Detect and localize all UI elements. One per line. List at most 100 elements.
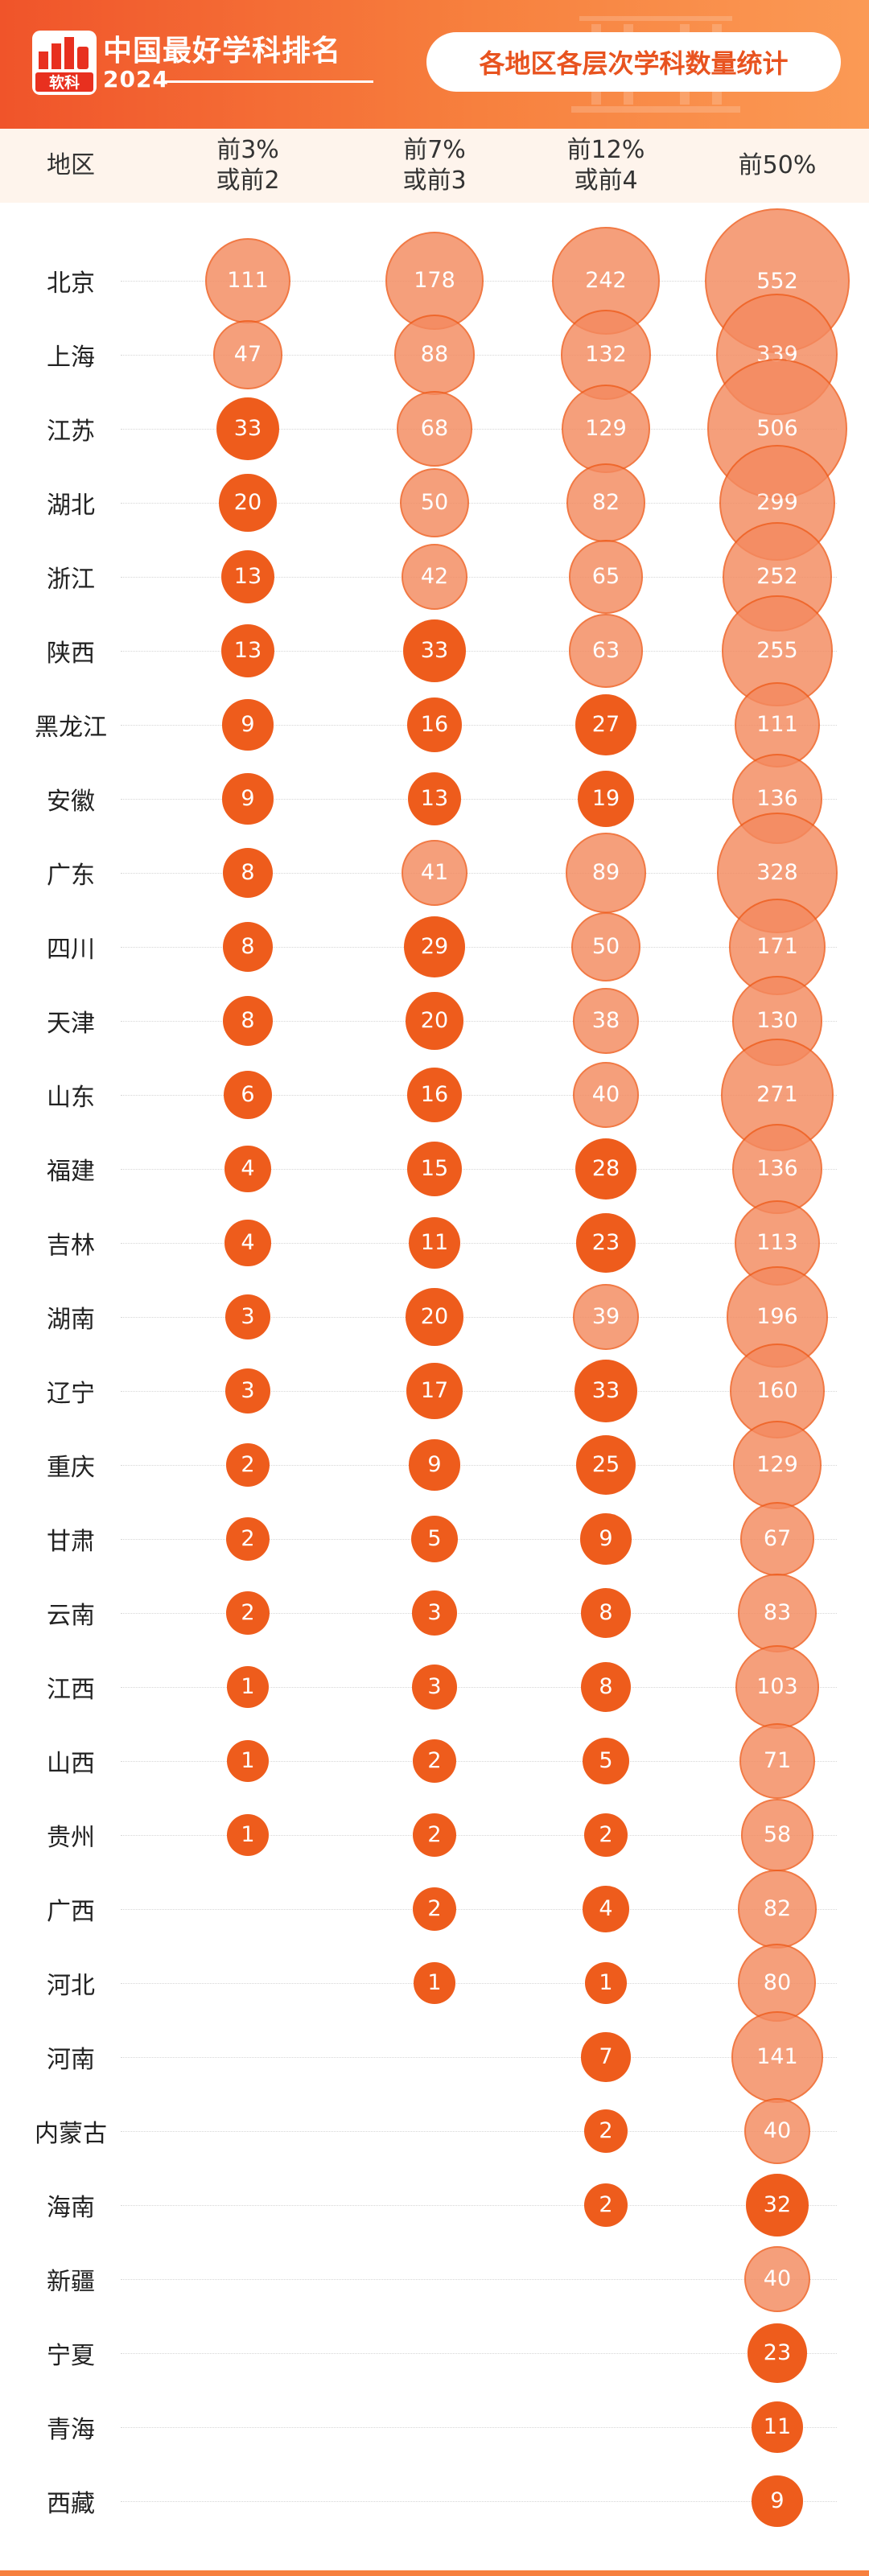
brand-title: 中国最好学科排名 bbox=[103, 35, 342, 68]
row-guide-line bbox=[121, 2279, 837, 2280]
bubble-top7: 50 bbox=[399, 467, 470, 538]
bubble-top3: 47 bbox=[213, 320, 282, 389]
bubble-top50: 129 bbox=[732, 1420, 822, 1510]
region-label: 西藏 bbox=[47, 2490, 95, 2518]
bubble-top12: 4 bbox=[583, 1886, 629, 1932]
row-guide-line bbox=[121, 503, 837, 504]
region-label: 山东 bbox=[47, 1084, 95, 1112]
row-guide-line bbox=[121, 2057, 837, 2058]
bubble-top12: 38 bbox=[573, 988, 639, 1054]
bubble-top7: 2 bbox=[412, 1739, 457, 1784]
bubble-top7: 29 bbox=[403, 916, 466, 978]
bubble-top3: 1 bbox=[227, 1740, 269, 1782]
region-label: 重庆 bbox=[47, 1454, 95, 1482]
bubble-top12: 40 bbox=[572, 1061, 640, 1129]
region-label: 陕西 bbox=[47, 640, 95, 668]
bubble-top7: 68 bbox=[397, 391, 472, 467]
bubble-top12: 65 bbox=[569, 540, 643, 614]
row-guide-line bbox=[121, 725, 837, 726]
region-label: 福建 bbox=[47, 1158, 95, 1186]
bubble-top3: 9 bbox=[222, 773, 274, 825]
region-label: 内蒙古 bbox=[35, 2120, 107, 2148]
bubble-top3: 13 bbox=[220, 549, 275, 604]
bubble-top12: 1 bbox=[585, 1962, 627, 2004]
row-guide-line bbox=[121, 873, 837, 874]
bubble-top7: 20 bbox=[406, 992, 463, 1050]
region-label: 甘肃 bbox=[47, 1528, 95, 1556]
bubble-top50: 32 bbox=[745, 2173, 809, 2237]
region-label: 北京 bbox=[47, 270, 95, 298]
region-label: 贵州 bbox=[47, 1824, 95, 1852]
row-guide-line bbox=[121, 1169, 837, 1170]
bubble-top3: 9 bbox=[222, 699, 274, 751]
bubble-top50: 23 bbox=[748, 2323, 807, 2383]
bubble-top7: 16 bbox=[406, 697, 463, 753]
row-guide-line bbox=[121, 1317, 837, 1318]
bubble-top12: 27 bbox=[575, 694, 636, 755]
bubble-top7: 15 bbox=[406, 1141, 463, 1197]
bubble-top12: 89 bbox=[566, 833, 646, 913]
bubble-top3: 2 bbox=[225, 1442, 270, 1488]
row-guide-line bbox=[121, 1243, 837, 1244]
bubble-top7: 2 bbox=[412, 1887, 457, 1932]
row-guide-line bbox=[121, 1613, 837, 1614]
bubble-top50: 80 bbox=[738, 1944, 817, 2023]
chart-title-pill: 各地区各层次学科数量统计 bbox=[426, 32, 841, 92]
bubble-top3: 1 bbox=[227, 1814, 269, 1856]
bubble-top3: 20 bbox=[219, 474, 277, 532]
bubble-top12: 25 bbox=[575, 1434, 636, 1496]
row-guide-line bbox=[121, 2131, 837, 2132]
bubble-top50: 141 bbox=[731, 2011, 823, 2103]
bubble-top50: 196 bbox=[727, 1266, 828, 1368]
bubble-top7: 88 bbox=[394, 315, 475, 395]
bubble-top12: 9 bbox=[580, 1513, 632, 1565]
region-label: 浙江 bbox=[47, 566, 95, 594]
bubble-top7: 41 bbox=[401, 839, 468, 907]
bubble-top12: 23 bbox=[576, 1213, 636, 1273]
bubble-top3: 13 bbox=[220, 623, 275, 678]
row-guide-line bbox=[121, 429, 837, 430]
brand-year: 2024 bbox=[103, 66, 169, 93]
row-guide-line bbox=[121, 1095, 837, 1096]
bubble-top12: 129 bbox=[561, 384, 651, 474]
bubble-top3: 2 bbox=[225, 1590, 270, 1636]
bubble-top7: 2 bbox=[412, 1813, 457, 1858]
bubble-top3: 4 bbox=[224, 1220, 271, 1266]
region-label: 海南 bbox=[47, 2194, 95, 2222]
bubble-top3: 2 bbox=[225, 1516, 270, 1562]
row-guide-line bbox=[121, 1391, 837, 1392]
column-header-row: 地区 前3% 或前2 前7% 或前3 前12% 或前4 前50% bbox=[0, 129, 869, 203]
row-guide-line bbox=[121, 947, 837, 948]
bubble-top12: 28 bbox=[575, 1138, 637, 1200]
bubble-top50: 83 bbox=[738, 1574, 817, 1652]
column-header-top12: 前12% 或前4 bbox=[566, 136, 645, 195]
region-label: 河北 bbox=[47, 1972, 95, 2000]
shanghairanking-logo-icon: 软科 bbox=[32, 31, 97, 95]
bubble-top7: 33 bbox=[402, 619, 467, 683]
bubble-top50: 40 bbox=[743, 2245, 811, 2313]
bubble-top12: 19 bbox=[577, 770, 635, 828]
bubble-top3: 4 bbox=[224, 1146, 271, 1192]
bubble-top12: 5 bbox=[582, 1737, 630, 1785]
region-label: 宁夏 bbox=[47, 2342, 95, 2370]
row-guide-line bbox=[121, 2427, 837, 2428]
region-label: 吉林 bbox=[47, 1232, 95, 1260]
row-guide-line bbox=[121, 1835, 837, 1836]
bubble-top50: 11 bbox=[751, 2401, 804, 2454]
bubble-top3: 3 bbox=[225, 1294, 270, 1339]
row-guide-line bbox=[121, 2353, 837, 2354]
bubble-top7: 11 bbox=[408, 1216, 461, 1269]
row-guide-line bbox=[121, 1983, 837, 1984]
bubble-top50: 9 bbox=[752, 2475, 803, 2527]
bubble-top12: 8 bbox=[580, 1661, 632, 1713]
bubble-top12: 82 bbox=[566, 463, 645, 542]
bubble-top12: 33 bbox=[574, 1359, 638, 1423]
bubble-top3: 8 bbox=[222, 921, 274, 973]
bubble-top7: 16 bbox=[406, 1067, 463, 1123]
bubble-top12: 2 bbox=[583, 1813, 628, 1858]
region-label: 四川 bbox=[47, 936, 95, 964]
row-guide-line bbox=[121, 1539, 837, 1540]
row-guide-line bbox=[121, 1021, 837, 1022]
bubble-top50: 160 bbox=[729, 1343, 826, 1439]
region-label: 广西 bbox=[47, 1898, 95, 1926]
